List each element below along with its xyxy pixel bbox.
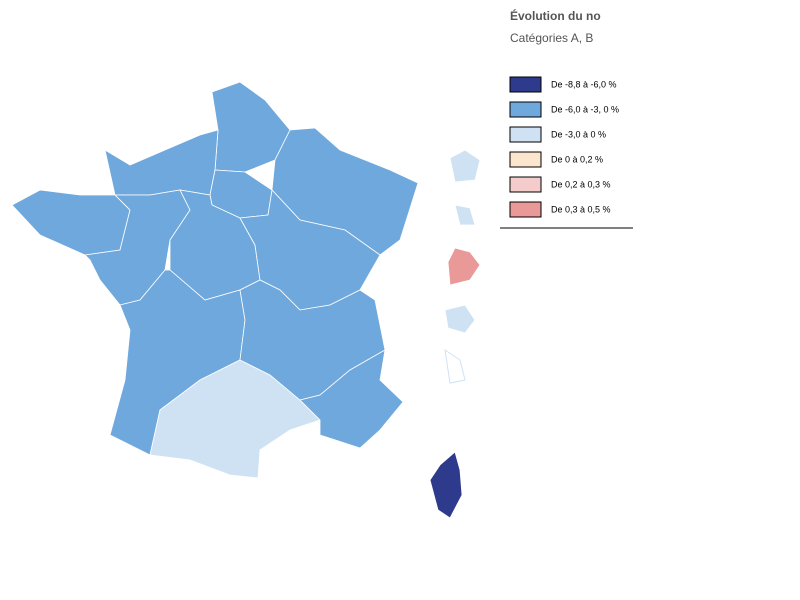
subtitle: Catégories A, B	[510, 31, 593, 45]
legend-swatch	[509, 176, 542, 193]
region	[299, 349, 404, 449]
region	[11, 189, 131, 256]
region	[271, 127, 419, 256]
region	[104, 129, 219, 196]
title: Évolution du no	[510, 8, 601, 23]
legend-swatch	[509, 76, 542, 93]
mainland	[11, 81, 463, 519]
legend-label: De -3,0 à 0 %	[551, 129, 606, 139]
legend-label: De 0,2 à 0,3 %	[551, 179, 611, 189]
region	[444, 348, 466, 384]
region	[429, 451, 463, 519]
legend-label: De 0,3 à 0,5 %	[551, 204, 611, 214]
overseas	[444, 149, 481, 384]
legend-label: De -8,8 à -6,0 %	[551, 79, 617, 89]
region	[449, 149, 481, 183]
region	[444, 304, 476, 334]
legend-label: De -6,0 à -3, 0 %	[551, 104, 619, 114]
legend-label: De 0 à 0,2 %	[551, 154, 603, 164]
legend-swatch	[509, 201, 542, 218]
region	[454, 204, 476, 226]
legend-swatch	[509, 101, 542, 118]
legend-swatch	[509, 151, 542, 168]
region	[447, 247, 481, 286]
legend: De -8,8 à -6,0 % De -6,0 à -3, 0 % De -3,0…	[509, 76, 619, 218]
legend-swatch	[509, 126, 542, 143]
